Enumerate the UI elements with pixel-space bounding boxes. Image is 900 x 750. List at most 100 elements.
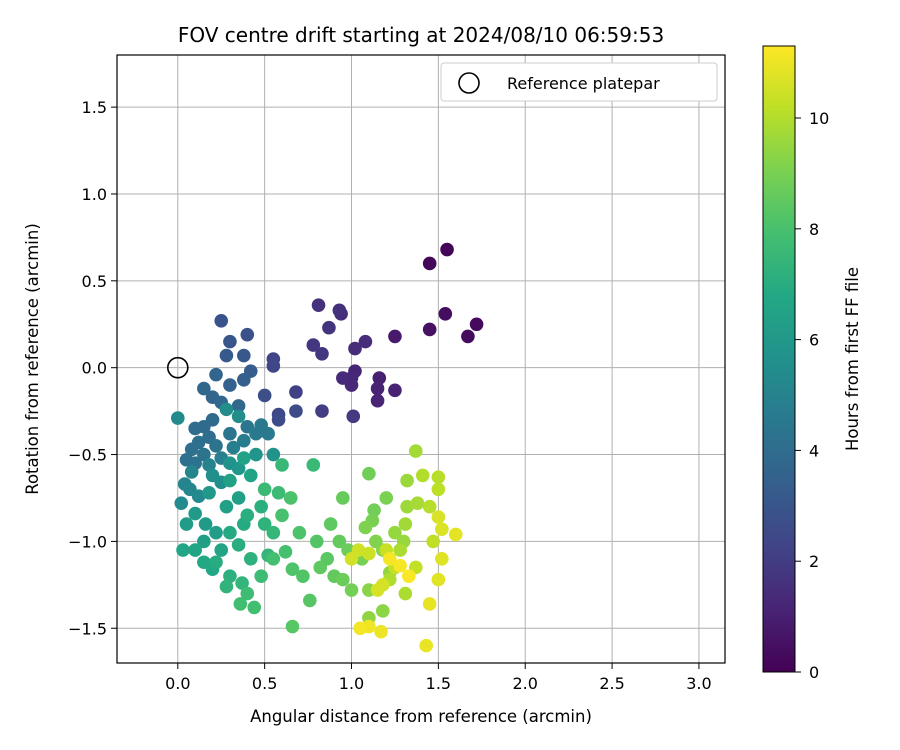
plot-area	[116, 54, 726, 664]
y-tick-label: 1.0	[82, 185, 107, 204]
grid-lines	[117, 55, 725, 663]
data-point	[388, 383, 402, 398]
data-point	[348, 341, 362, 356]
colorbar-tick-label: 0	[809, 663, 819, 682]
data-point	[243, 551, 258, 566]
data-point	[275, 458, 289, 472]
data-point	[237, 348, 251, 363]
y-axis-ticks: −1.5 −1.0 −0.5 0.0 0.5 1.0 1.5	[68, 98, 117, 638]
data-point	[247, 600, 262, 615]
data-point	[289, 404, 303, 418]
colorbar-gradient	[762, 45, 796, 673]
data-point	[266, 525, 281, 540]
data-point	[461, 329, 475, 344]
y-tick-label: 0.5	[82, 272, 107, 291]
data-point	[240, 508, 255, 523]
data-point	[398, 586, 413, 601]
data-point	[388, 525, 402, 540]
data-point	[398, 517, 413, 531]
data-point	[231, 538, 246, 552]
data-point	[231, 461, 246, 476]
data-point	[374, 624, 388, 639]
x-axis-ticks: 0.0 0.5 1.0 1.5 2.0 2.5 3.0	[165, 663, 712, 693]
y-tick-label: −0.5	[68, 446, 107, 465]
data-point	[237, 373, 251, 387]
data-point	[235, 576, 249, 590]
data-point	[219, 499, 234, 514]
y-tick-label: 0.0	[82, 359, 107, 378]
data-point	[240, 327, 255, 342]
data-point	[358, 520, 373, 535]
data-point	[285, 619, 300, 634]
data-point	[209, 555, 223, 570]
data-point	[271, 413, 286, 427]
x-tick-label: 0.0	[165, 674, 190, 693]
data-point	[448, 527, 463, 542]
data-point	[370, 381, 385, 396]
data-point	[375, 604, 390, 618]
data-point	[188, 506, 202, 521]
data-point	[209, 439, 223, 453]
x-tick-label: 1.5	[426, 674, 451, 693]
data-point	[362, 466, 376, 481]
data-point	[309, 534, 324, 549]
data-point	[257, 388, 272, 403]
data-point	[323, 517, 338, 531]
data-point	[223, 473, 237, 488]
data-point	[197, 534, 211, 549]
colorbar-tick-label: 6	[809, 331, 819, 350]
data-point	[202, 485, 216, 500]
data-point	[174, 496, 189, 510]
data-point	[367, 503, 381, 517]
data-point	[431, 470, 446, 484]
legend: Reference platepar	[440, 62, 718, 102]
legend-label: Reference platepar	[507, 74, 660, 93]
data-point	[257, 517, 272, 531]
data-point	[223, 378, 237, 392]
data-point	[188, 543, 202, 557]
data-point	[191, 489, 206, 504]
data-point	[344, 583, 359, 597]
x-tick-label: 2.0	[513, 674, 538, 693]
data-point	[231, 399, 246, 413]
data-point	[237, 433, 251, 448]
data-point	[219, 348, 234, 363]
data-point	[184, 465, 199, 479]
colorbar-tick-label: 10	[809, 109, 829, 128]
data-points	[171, 242, 484, 653]
data-point	[197, 447, 211, 462]
data-point	[243, 468, 258, 483]
data-point	[198, 517, 213, 531]
data-point	[254, 569, 268, 583]
data-point	[379, 491, 394, 505]
data-point	[197, 555, 211, 570]
data-point	[435, 522, 449, 537]
data-point	[336, 371, 350, 385]
reference-marker	[167, 356, 189, 379]
data-point	[303, 593, 317, 608]
data-point	[469, 317, 484, 332]
data-point	[226, 440, 241, 455]
data-point	[231, 409, 246, 424]
data-point	[209, 525, 223, 540]
data-point	[266, 551, 281, 566]
data-point	[275, 508, 289, 523]
data-point	[344, 551, 359, 566]
data-point	[431, 482, 446, 497]
data-point	[382, 551, 397, 566]
data-point	[372, 371, 387, 385]
data-point	[332, 534, 347, 549]
data-point	[283, 491, 298, 505]
data-point	[431, 510, 446, 524]
data-point	[400, 499, 414, 514]
data-point	[336, 491, 350, 505]
data-point	[306, 458, 321, 472]
data-point	[202, 458, 216, 472]
data-point	[370, 583, 385, 597]
data-point	[214, 313, 229, 328]
data-point	[266, 447, 281, 462]
data-point	[346, 409, 361, 424]
data-point	[209, 367, 223, 382]
data-point	[233, 597, 248, 611]
data-point	[306, 338, 321, 352]
